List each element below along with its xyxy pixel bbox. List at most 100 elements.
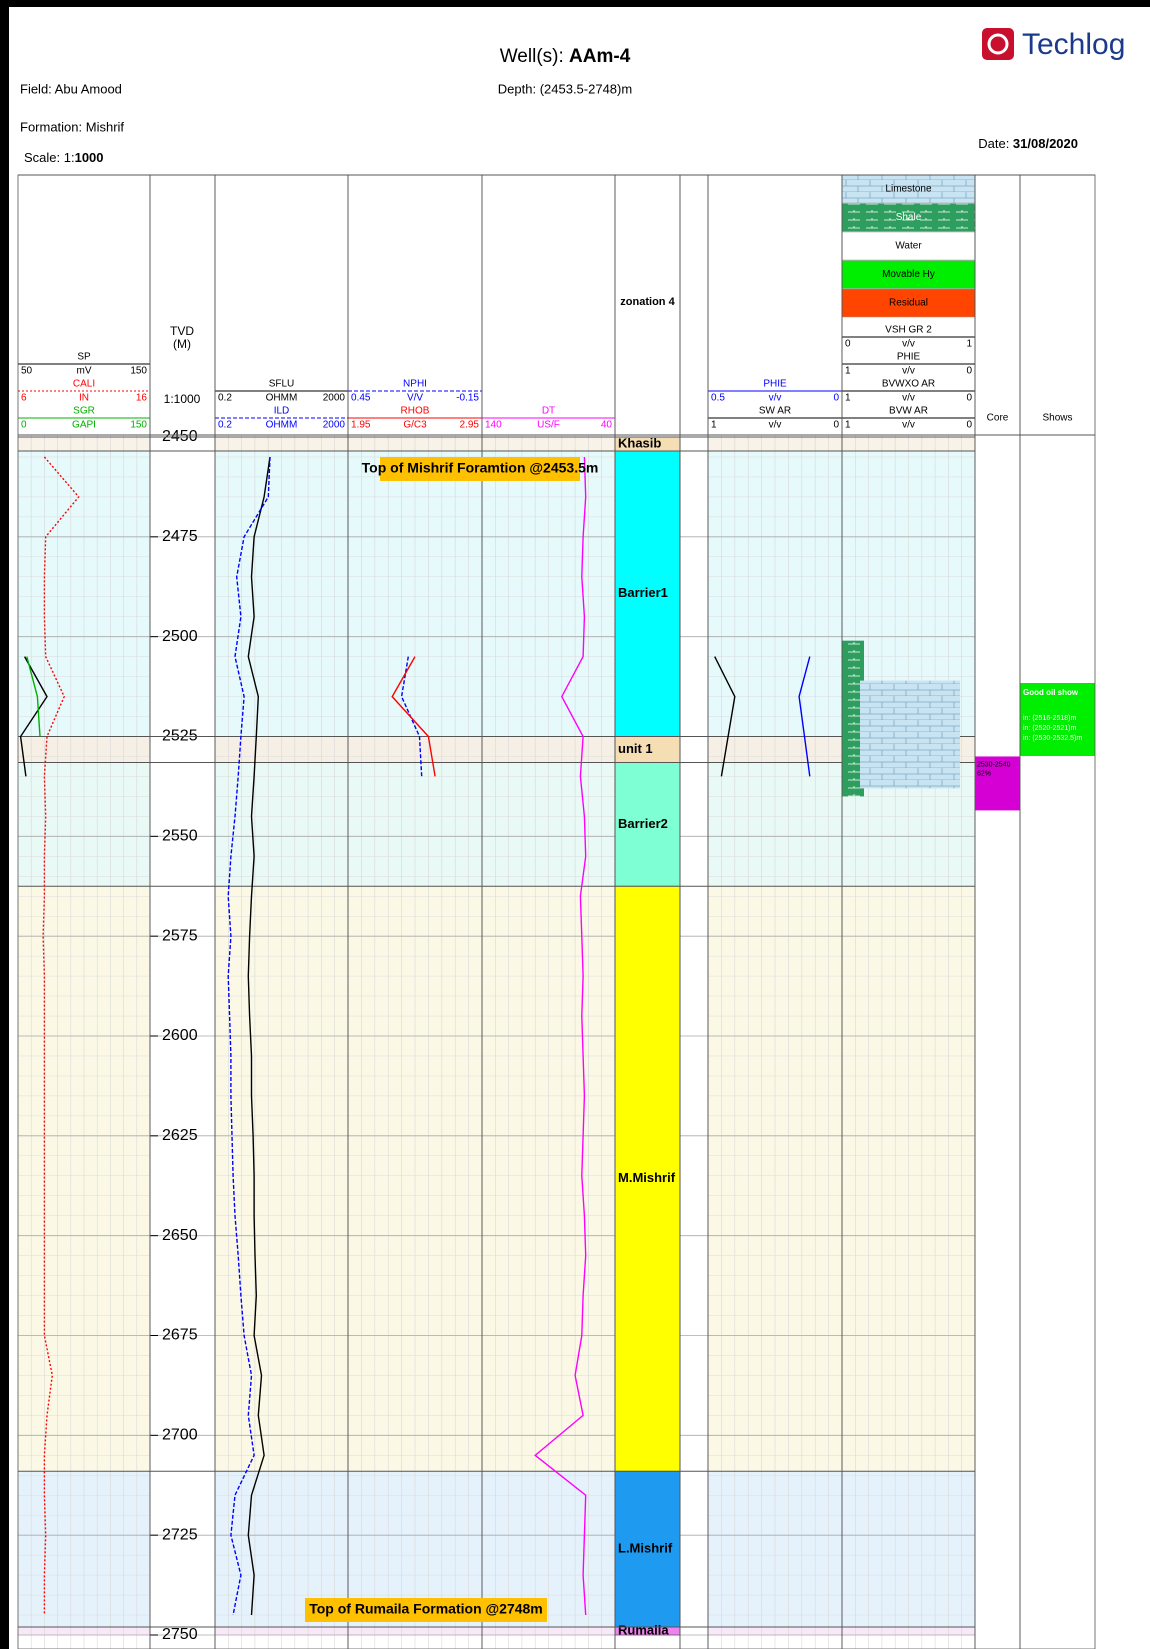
annotation-box	[305, 1598, 547, 1622]
shows-line: in: (2520-2521)m	[1023, 725, 1076, 732]
scale-min: 6	[21, 393, 27, 404]
curve-unit: IN	[79, 393, 89, 404]
legend-label: Limestone	[885, 184, 932, 195]
shows-line: in: (2530-2532.5)m	[1023, 735, 1082, 742]
curve-unit: v/v	[769, 393, 782, 404]
lithology-fill	[860, 680, 960, 789]
scale-max: 0	[833, 393, 839, 404]
scale-max: 150	[130, 366, 147, 377]
curve-name: PHIE	[897, 352, 921, 363]
curve-unit: GAPI	[72, 420, 96, 431]
scale-max: 0	[966, 366, 972, 377]
curve-unit: V/V	[407, 393, 423, 404]
scale-max: 2000	[323, 420, 346, 431]
curve	[247, 456, 271, 1616]
legend-swatch	[841, 260, 976, 289]
curve	[534, 456, 587, 1616]
curve-unit: v/v	[902, 339, 915, 350]
depth-tick-label: 2700	[162, 1427, 198, 1444]
curve-name: SW AR	[759, 406, 791, 417]
depth-tick-label: 2550	[162, 828, 198, 845]
date-value: 31/08/2020	[1013, 136, 1078, 151]
zone	[614, 450, 681, 737]
curve	[26, 656, 41, 737]
scale-max: 16	[136, 393, 148, 404]
curve-name: DT	[542, 406, 555, 417]
scale-max: 150	[130, 420, 147, 431]
depth-tick-label: 2475	[162, 528, 198, 545]
curve-name: VSH GR 2	[885, 325, 932, 336]
scale-max: -0.15	[456, 393, 479, 404]
well-label: Well(s):	[500, 46, 569, 67]
scale-min: 0.2	[218, 420, 232, 431]
date: Date: 31/08/2020	[978, 136, 1078, 151]
scale-max: 2.95	[460, 420, 480, 431]
scale-max: 0	[966, 393, 972, 404]
zone-label: L.Mishrif	[618, 1541, 673, 1556]
curve-name: SFLU	[269, 379, 295, 390]
legend-label: Residual	[889, 298, 928, 309]
depth-tick-label: 2650	[162, 1227, 198, 1244]
shows-box	[1020, 683, 1095, 756]
core-recovery: 62%	[977, 770, 991, 777]
curve-name: SGR	[73, 406, 95, 417]
curve-name: BVWXO AR	[882, 379, 935, 390]
scale-min: 1.95	[351, 420, 371, 431]
scale: Scale: 1:1000	[24, 150, 104, 165]
core-label: 2530-2540	[977, 761, 1011, 768]
curve-unit: v/v	[769, 420, 782, 431]
lithology-fill	[842, 640, 864, 797]
curve-name: SP	[77, 352, 91, 363]
curve-unit: OHMM	[266, 420, 298, 431]
curve	[714, 656, 736, 777]
scale-min: 0.2	[218, 393, 232, 404]
scale-min: 50	[21, 366, 33, 377]
curve-unit: v/v	[902, 420, 915, 431]
zone-label: Khasib	[618, 435, 661, 450]
scale-max: 0	[833, 420, 839, 431]
track-frame	[679, 174, 709, 1649]
scale-max: 2000	[323, 393, 346, 404]
scale-min: 0	[845, 339, 851, 350]
field: Field: Abu Amood	[20, 81, 122, 96]
zone-label: Barrier2	[618, 816, 668, 831]
logo-mark	[982, 28, 1014, 60]
depth-unit: (M)	[173, 337, 191, 351]
scale-min: 1	[845, 393, 851, 404]
legend-label: Shale	[896, 212, 922, 223]
depth-tick-label: 2500	[162, 628, 198, 645]
depth-tick-label: 2600	[162, 1027, 198, 1044]
track-frame	[974, 174, 1021, 1649]
depth-tick-label: 2625	[162, 1127, 198, 1144]
curve	[42, 456, 80, 1615]
legend-label: Water	[895, 241, 922, 252]
annotation-box	[380, 457, 580, 481]
zone	[614, 762, 681, 887]
scale-label: Scale: 1:	[24, 150, 75, 165]
border	[0, 0, 1150, 7]
scale-max: 0	[966, 420, 972, 431]
curve-unit: OHMM	[266, 393, 298, 404]
scale-min: 140	[485, 420, 502, 431]
zone	[614, 885, 681, 1472]
logo: Techlog	[1022, 28, 1125, 61]
depth-tick-label: 2725	[162, 1526, 198, 1543]
legend-swatch	[841, 231, 976, 261]
legend-swatch	[841, 203, 976, 232]
border	[0, 0, 9, 1649]
annotation: Top of Rumaila Formation @2748m	[309, 1601, 543, 1617]
scale-value: 1000	[75, 150, 104, 165]
zonation-title: zonation 4	[620, 296, 675, 308]
scale-min: 1	[845, 366, 851, 377]
date-label: Date:	[978, 136, 1013, 151]
core-interval	[975, 756, 1020, 811]
legend-label: Movable Hy	[882, 269, 935, 280]
curve-unit: G/C3	[403, 420, 427, 431]
curve-name: NPHI	[403, 379, 427, 390]
curve-name: ILD	[274, 406, 290, 417]
depth-tick-label: 2750	[162, 1626, 198, 1643]
curve-unit: mV	[77, 366, 92, 377]
zone-label: M.Mishrif	[618, 1170, 676, 1185]
formation: Formation: Mishrif	[20, 119, 124, 134]
